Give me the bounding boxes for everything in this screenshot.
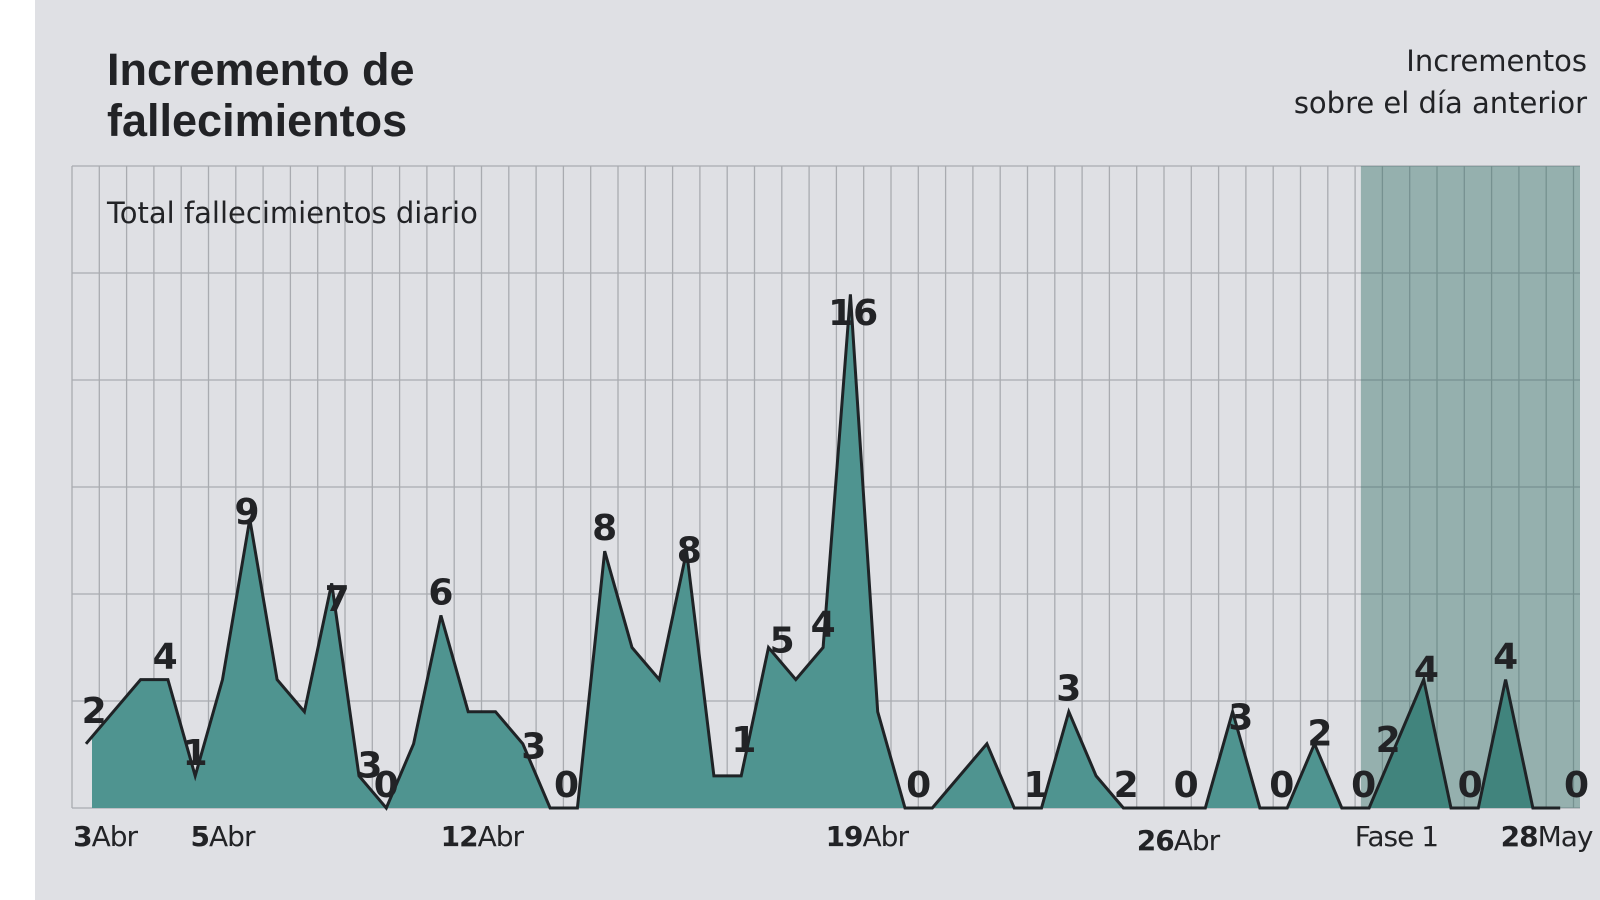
data-label: 0 <box>374 765 399 806</box>
data-label: 4 <box>153 637 178 678</box>
data-label: 0 <box>1174 765 1199 806</box>
data-label: 7 <box>325 579 350 620</box>
x-tick-day: 19 <box>826 820 863 853</box>
note-line-2: sobre el día anterior <box>1293 86 1587 120</box>
data-label: 0 <box>1269 765 1294 806</box>
x-tick-month: Abr <box>92 820 139 853</box>
x-tick-label: 19Abr <box>826 820 910 853</box>
chart-subtitle: Total fallecimientos diario <box>107 196 478 230</box>
x-tick-day: 12 <box>441 820 478 853</box>
x-tick-label: 12Abr <box>441 820 525 853</box>
data-label: 8 <box>677 531 702 572</box>
data-label: 6 <box>428 572 453 613</box>
x-tick-label: 26Abr <box>1137 824 1221 857</box>
x-tick-day: 5 <box>191 820 209 853</box>
data-label: 3 <box>1056 669 1081 710</box>
x-tick-label: 28May <box>1501 820 1593 853</box>
data-label: 3 <box>521 726 546 767</box>
data-label: 4 <box>811 605 836 646</box>
data-label: 0 <box>1564 765 1589 806</box>
data-label: 3 <box>357 746 382 787</box>
x-tick-day: 28 <box>1501 820 1538 853</box>
data-label: 2 <box>82 691 107 732</box>
x-tick-month: Abr <box>209 820 256 853</box>
data-label: 2 <box>1114 765 1139 806</box>
data-label: 2 <box>1376 720 1401 761</box>
data-label: 1 <box>183 733 208 774</box>
data-label: 9 <box>235 492 260 533</box>
fase-1-shaded-region <box>1360 166 1580 808</box>
data-label: 1 <box>1024 765 1049 806</box>
x-tick-month: Abr <box>1174 824 1221 857</box>
x-tick-month: Abr <box>863 820 910 853</box>
data-label: 0 <box>1458 765 1483 806</box>
chart-title: Incremento de fallecimientos <box>107 44 415 146</box>
x-tick-label: 3Abr <box>73 820 138 853</box>
x-tick-label: 5Abr <box>191 820 256 853</box>
x-tick-day: 26 <box>1137 824 1174 857</box>
data-label: 4 <box>1414 649 1439 690</box>
chart-note: Incrementos sobre el día anterior <box>1294 40 1587 124</box>
x-tick-day: 3 <box>73 820 91 853</box>
data-label: 5 <box>770 621 795 662</box>
data-label: 0 <box>906 765 931 806</box>
data-label: 1 <box>731 720 756 761</box>
note-line-1: Incrementos <box>1406 44 1587 78</box>
data-label: 8 <box>592 508 617 549</box>
data-label: 16 <box>828 293 878 334</box>
x-tick-month: May <box>1538 820 1593 853</box>
data-label: 4 <box>1493 637 1518 678</box>
x-tick-month: Fase 1 <box>1355 820 1438 853</box>
data-label: 2 <box>1307 714 1332 755</box>
x-tick-month: Abr <box>478 820 525 853</box>
data-label: 0 <box>554 765 579 806</box>
data-label: 3 <box>1228 698 1253 739</box>
area-fill <box>92 294 1561 808</box>
x-tick-label: Fase 1 <box>1355 820 1438 853</box>
data-label: 0 <box>1351 765 1376 806</box>
